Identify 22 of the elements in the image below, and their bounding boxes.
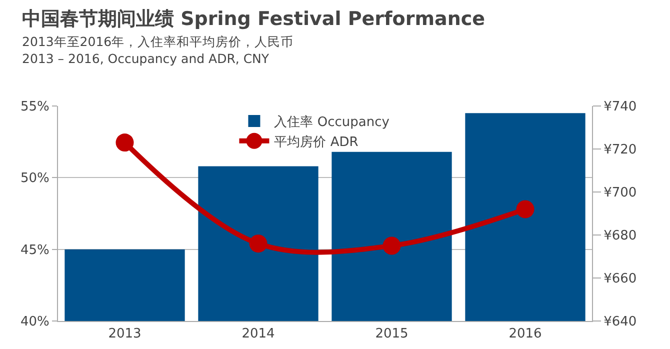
y2-tick-label: ¥660 (604, 272, 637, 287)
point (382, 236, 401, 255)
point (249, 234, 268, 253)
legend-label: 入住率 Occupancy (274, 114, 390, 130)
y-tick-label: 40% (20, 314, 50, 330)
y2-tick-label: ¥740 (604, 100, 637, 115)
y-tick-label: 45% (20, 242, 50, 258)
legend-label: 平均房价 ADR (274, 134, 358, 150)
x-tick-label: 2015 (375, 326, 408, 342)
point (116, 134, 134, 152)
x-tick-label: 2014 (242, 326, 275, 342)
y2-tick-label: ¥720 (604, 142, 637, 158)
x-tick-label: 2016 (508, 326, 542, 342)
y2-tick-label: ¥680 (604, 228, 637, 244)
y2-tick-label: ¥700 (604, 186, 637, 201)
chart-subtitle: 2013年至2016年，入住率和平均房价，人民币 2013 – 2016, Occupancy and ADR, CNY (22, 33, 295, 67)
point (516, 200, 534, 218)
chart-title: 中国春节期间业绩 Spring Festival Performance (22, 7, 486, 32)
y-tick-label: 50% (20, 171, 50, 186)
y-tick-label: 55% (20, 100, 50, 115)
x-tick-label: 2013 (108, 326, 142, 342)
y2-tick-label: ¥640 (604, 314, 637, 330)
